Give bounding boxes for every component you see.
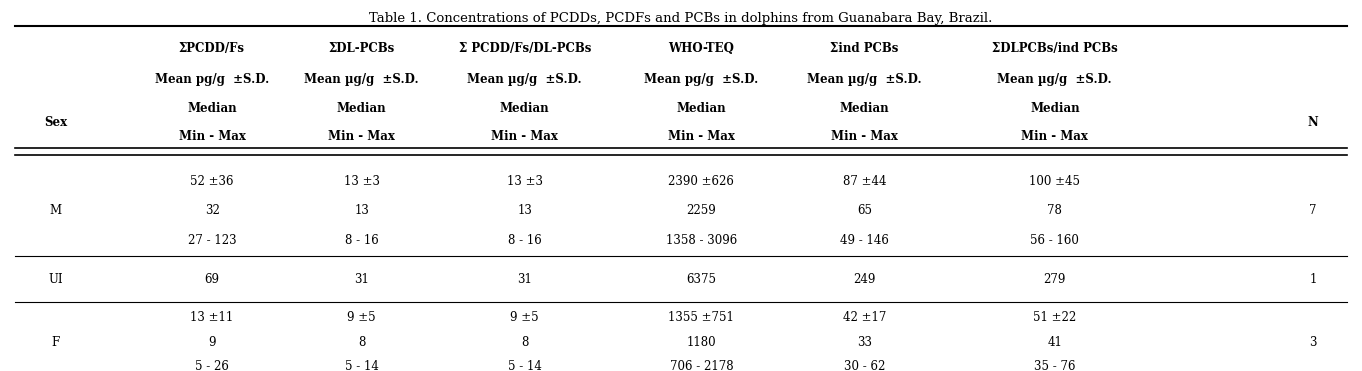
Text: 31: 31 <box>354 273 369 286</box>
Text: 27 - 123: 27 - 123 <box>188 234 237 247</box>
Text: 56 - 160: 56 - 160 <box>1030 234 1079 247</box>
Text: 8 - 16: 8 - 16 <box>345 234 379 247</box>
Text: 65: 65 <box>857 204 872 217</box>
Text: 78: 78 <box>1047 204 1062 217</box>
Text: 5 - 14: 5 - 14 <box>508 360 542 371</box>
Text: 52 ±36: 52 ±36 <box>191 175 234 188</box>
Text: 6375: 6375 <box>686 273 716 286</box>
Text: 32: 32 <box>204 204 219 217</box>
Text: 1180: 1180 <box>686 336 716 349</box>
Text: Min - Max: Min - Max <box>1022 130 1088 143</box>
Text: Mean µg/g  ±S.D.: Mean µg/g ±S.D. <box>467 73 582 86</box>
Text: Σind PCBs: Σind PCBs <box>831 42 899 55</box>
Text: 13: 13 <box>354 204 369 217</box>
Text: 30 - 62: 30 - 62 <box>844 360 885 371</box>
Text: 13 ±11: 13 ±11 <box>191 312 234 325</box>
Text: Mean pg/g  ±S.D.: Mean pg/g ±S.D. <box>155 73 270 86</box>
Text: Sex: Sex <box>44 116 67 129</box>
Text: ΣPCDD/Fs: ΣPCDD/Fs <box>178 42 245 55</box>
Text: 2390 ±626: 2390 ±626 <box>669 175 734 188</box>
Text: Min - Max: Min - Max <box>328 130 395 143</box>
Text: Median: Median <box>840 102 889 115</box>
Text: Σ PCDD/Fs/DL-PCBs: Σ PCDD/Fs/DL-PCBs <box>459 42 591 55</box>
Text: ΣDLPCBs/ind PCBs: ΣDLPCBs/ind PCBs <box>992 42 1118 55</box>
Text: 13: 13 <box>518 204 533 217</box>
Text: Median: Median <box>500 102 549 115</box>
Text: Mean µg/g  ±S.D.: Mean µg/g ±S.D. <box>304 73 419 86</box>
Text: 7: 7 <box>1309 204 1317 217</box>
Text: Median: Median <box>677 102 726 115</box>
Text: 1358 - 3096: 1358 - 3096 <box>666 234 737 247</box>
Text: 42 ±17: 42 ±17 <box>843 312 887 325</box>
Text: 1355 ±751: 1355 ±751 <box>669 312 734 325</box>
Text: Median: Median <box>336 102 387 115</box>
Text: Table 1. Concentrations of PCDDs, PCDFs and PCBs in dolphins from Guanabara Bay,: Table 1. Concentrations of PCDDs, PCDFs … <box>369 12 993 25</box>
Text: UI: UI <box>49 273 63 286</box>
Text: ΣDL-PCBs: ΣDL-PCBs <box>328 42 395 55</box>
Text: 87 ±44: 87 ±44 <box>843 175 887 188</box>
Text: 1: 1 <box>1309 273 1317 286</box>
Text: Min - Max: Min - Max <box>831 130 898 143</box>
Text: Min - Max: Min - Max <box>178 130 245 143</box>
Text: 13 ±3: 13 ±3 <box>507 175 542 188</box>
Text: Mean µg/g  ±S.D.: Mean µg/g ±S.D. <box>997 73 1113 86</box>
Text: 100 ±45: 100 ±45 <box>1030 175 1080 188</box>
Text: WHO-TEQ: WHO-TEQ <box>669 42 734 55</box>
Text: 8 - 16: 8 - 16 <box>508 234 542 247</box>
Text: 9 ±5: 9 ±5 <box>511 312 539 325</box>
Text: M: M <box>49 204 61 217</box>
Text: 9 ±5: 9 ±5 <box>347 312 376 325</box>
Text: 249: 249 <box>854 273 876 286</box>
Text: Median: Median <box>187 102 237 115</box>
Text: 33: 33 <box>857 336 872 349</box>
Text: Median: Median <box>1030 102 1080 115</box>
Text: 2259: 2259 <box>686 204 716 217</box>
Text: 5 - 14: 5 - 14 <box>345 360 379 371</box>
Text: Mean pg/g  ±S.D.: Mean pg/g ±S.D. <box>644 73 759 86</box>
Text: 706 - 2178: 706 - 2178 <box>670 360 733 371</box>
Text: 8: 8 <box>522 336 528 349</box>
Text: 69: 69 <box>204 273 219 286</box>
Text: N: N <box>1308 116 1318 129</box>
Text: 13 ±3: 13 ±3 <box>343 175 380 188</box>
Text: 5 - 26: 5 - 26 <box>195 360 229 371</box>
Text: 31: 31 <box>518 273 533 286</box>
Text: Mean µg/g  ±S.D.: Mean µg/g ±S.D. <box>808 73 922 86</box>
Text: 41: 41 <box>1047 336 1062 349</box>
Text: 3: 3 <box>1309 336 1317 349</box>
Text: 8: 8 <box>358 336 365 349</box>
Text: 9: 9 <box>208 336 215 349</box>
Text: 49 - 146: 49 - 146 <box>840 234 889 247</box>
Text: Min - Max: Min - Max <box>492 130 558 143</box>
Text: 51 ±22: 51 ±22 <box>1034 312 1076 325</box>
Text: Min - Max: Min - Max <box>667 130 735 143</box>
Text: F: F <box>52 336 60 349</box>
Text: 35 - 76: 35 - 76 <box>1034 360 1076 371</box>
Text: 279: 279 <box>1043 273 1066 286</box>
